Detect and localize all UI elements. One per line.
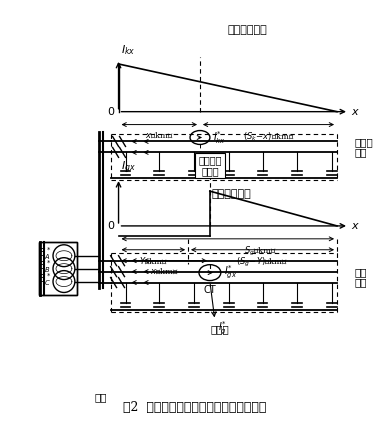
Text: CT: CT	[204, 284, 216, 294]
Text: 0: 0	[108, 220, 115, 230]
Text: 故障点: 故障点	[210, 325, 229, 334]
Text: $E_C^*$: $E_C^*$	[38, 271, 51, 287]
Text: $Y$（km）: $Y$（km）	[139, 255, 168, 266]
Text: 零序电流
监测点: 零序电流 监测点	[198, 156, 222, 176]
FancyBboxPatch shape	[39, 242, 77, 296]
Text: 零序电流分布: 零序电流分布	[228, 25, 267, 35]
Text: $I_{gx}^{*}$: $I_{gx}^{*}$	[224, 263, 237, 281]
Text: $E_B^*$: $E_B^*$	[38, 258, 51, 274]
Text: $I_{kx}^{*}$: $I_{kx}^{*}$	[213, 129, 226, 146]
Text: $I_{gx}$: $I_{gx}$	[120, 159, 135, 176]
Text: 故障
馈线: 故障 馈线	[355, 267, 368, 287]
Text: $I_{kx}$: $I_{kx}$	[120, 43, 135, 57]
Text: $x$: $x$	[351, 106, 360, 116]
Text: $x$: $x$	[351, 220, 360, 230]
Text: 图2  单相接地辐射状配电网零序电流分布: 图2 单相接地辐射状配电网零序电流分布	[123, 400, 267, 413]
Text: $S_g$（km）: $S_g$（km）	[244, 244, 277, 257]
Text: 零序电流分布: 零序电流分布	[212, 189, 252, 199]
Text: $(S_g\!-\!Y)$（km）: $(S_g\!-\!Y)$（km）	[237, 255, 289, 268]
Text: 0: 0	[108, 106, 115, 116]
Text: 非故障
馈线: 非故障 馈线	[355, 138, 374, 157]
Text: $I_g^{*}$: $I_g^{*}$	[218, 319, 227, 336]
Text: $x$（km）: $x$（km）	[145, 130, 174, 140]
Text: 母线: 母线	[95, 392, 107, 401]
Text: $x$（km）: $x$（km）	[150, 266, 179, 276]
Text: $(S_k\!-\!x)$（km）: $(S_k\!-\!x)$（km）	[243, 130, 294, 143]
Text: $E_A^*$: $E_A^*$	[38, 245, 51, 262]
